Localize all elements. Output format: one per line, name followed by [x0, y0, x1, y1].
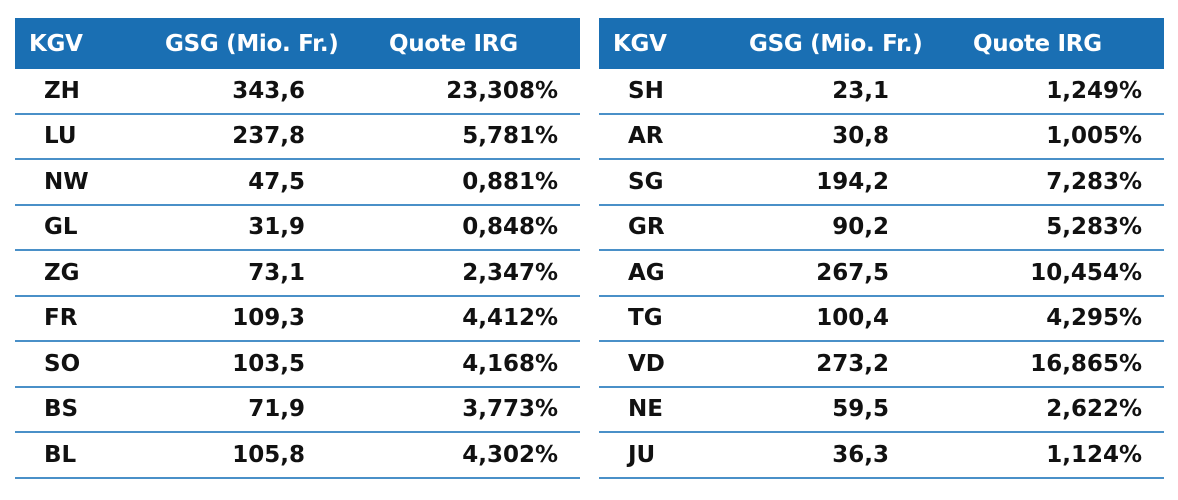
table-row: GR 90,2 5,283% [599, 206, 1164, 251]
table-row: BL 105,8 4,302% [15, 433, 580, 479]
cell-quote: 1,249% [1046, 77, 1142, 104]
header-kgv: KGV [29, 30, 83, 57]
cell-quote: 3,773% [462, 396, 558, 423]
cell-kgv: SG [628, 168, 664, 195]
cell-gsg: 267,5 [816, 259, 889, 286]
table-row: TG 100,4 4,295% [599, 297, 1164, 342]
cell-gsg: 194,2 [816, 168, 889, 195]
cell-kgv: LU [44, 123, 77, 150]
cell-kgv: JU [628, 441, 656, 468]
table-header: KGV GSG (Mio. Fr.) Quote IRG [15, 18, 580, 69]
cell-kgv: SO [44, 350, 81, 377]
cell-kgv: AR [628, 123, 664, 150]
cell-quote: 4,295% [1046, 305, 1142, 332]
cell-gsg: 47,5 [248, 168, 305, 195]
cell-kgv: ZG [44, 259, 80, 286]
cell-gsg: 71,9 [248, 396, 305, 423]
cell-quote: 7,283% [1046, 168, 1142, 195]
cell-quote: 2,347% [462, 259, 558, 286]
cell-quote: 4,412% [462, 305, 558, 332]
cell-gsg: 59,5 [832, 396, 889, 423]
table-row: SG 194,2 7,283% [599, 160, 1164, 206]
cell-gsg: 73,1 [248, 259, 305, 286]
cell-gsg: 343,6 [232, 77, 305, 104]
cell-quote: 5,283% [1046, 214, 1142, 241]
table-row: NW 47,5 0,881% [15, 160, 580, 206]
table-row: JU 36,3 1,124% [599, 433, 1164, 479]
table-header: KGV GSG (Mio. Fr.) Quote IRG [599, 18, 1164, 69]
table-right: KGV GSG (Mio. Fr.) Quote IRG SH 23,1 1,2… [599, 18, 1164, 479]
cell-kgv: GL [44, 214, 78, 241]
table-row: GL 31,9 0,848% [15, 206, 580, 251]
cell-kgv: BS [44, 396, 79, 423]
cell-kgv: AG [628, 259, 665, 286]
table-row: AR 30,8 1,005% [599, 115, 1164, 160]
cell-quote: 1,124% [1046, 441, 1142, 468]
table-row: ZH 343,6 23,308% [15, 69, 580, 115]
cell-gsg: 237,8 [232, 123, 305, 150]
cell-gsg: 100,4 [816, 305, 889, 332]
header-quote: Quote IRG [973, 30, 1102, 57]
table-row: LU 237,8 5,781% [15, 115, 580, 160]
table-left: KGV GSG (Mio. Fr.) Quote IRG ZH 343,6 23… [15, 18, 580, 479]
table-row: VD 273,2 16,865% [599, 342, 1164, 388]
cell-gsg: 103,5 [232, 350, 305, 377]
table-row: AG 267,5 10,454% [599, 251, 1164, 297]
header-quote: Quote IRG [389, 30, 518, 57]
cell-quote: 1,005% [1046, 123, 1142, 150]
cell-kgv: TG [628, 305, 663, 332]
cell-quote: 4,302% [462, 441, 558, 468]
cell-quote: 0,881% [462, 168, 558, 195]
cell-kgv: GR [628, 214, 665, 241]
cell-gsg: 23,1 [832, 77, 889, 104]
cell-kgv: BL [44, 441, 77, 468]
cell-quote: 23,308% [446, 77, 558, 104]
header-gsg: GSG (Mio. Fr.) [749, 30, 923, 57]
table-row: FR 109,3 4,412% [15, 297, 580, 342]
cell-kgv: ZH [44, 77, 80, 104]
cell-kgv: NW [44, 168, 89, 195]
cell-quote: 4,168% [462, 350, 558, 377]
cell-quote: 10,454% [1030, 259, 1142, 286]
cell-gsg: 90,2 [832, 214, 889, 241]
cell-gsg: 109,3 [232, 305, 305, 332]
table-row: ZG 73,1 2,347% [15, 251, 580, 297]
cell-gsg: 273,2 [816, 350, 889, 377]
cell-quote: 16,865% [1030, 350, 1142, 377]
header-gsg: GSG (Mio. Fr.) [165, 30, 339, 57]
cell-gsg: 30,8 [832, 123, 889, 150]
cell-gsg: 105,8 [232, 441, 305, 468]
cell-quote: 5,781% [462, 123, 558, 150]
table-row: SH 23,1 1,249% [599, 69, 1164, 115]
cell-kgv: FR [44, 305, 78, 332]
cell-gsg: 31,9 [248, 214, 305, 241]
cell-kgv: SH [628, 77, 664, 104]
header-kgv: KGV [613, 30, 667, 57]
table-row: SO 103,5 4,168% [15, 342, 580, 388]
cell-quote: 2,622% [1046, 396, 1142, 423]
cell-kgv: NE [628, 396, 663, 423]
cell-gsg: 36,3 [832, 441, 889, 468]
table-row: BS 71,9 3,773% [15, 388, 580, 433]
cell-kgv: VD [628, 350, 665, 377]
table-row: NE 59,5 2,622% [599, 388, 1164, 433]
cell-quote: 0,848% [462, 214, 558, 241]
